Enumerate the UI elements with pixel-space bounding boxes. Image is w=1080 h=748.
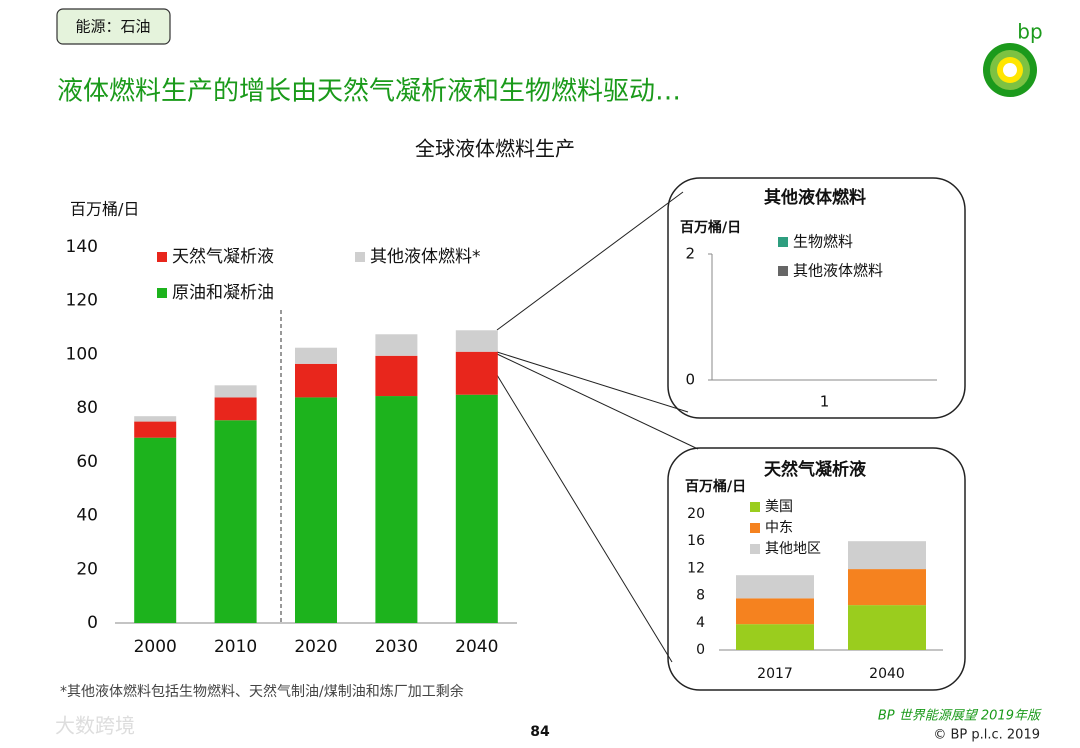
- footer: BP 世界能源展望 2019年版: [878, 709, 1042, 724]
- y-tick-label: 12: [687, 560, 705, 576]
- y-axis-label: 百万桶/日: [680, 219, 741, 236]
- watermark: 大数跨境: [55, 714, 135, 738]
- logo-text: bp: [1017, 20, 1042, 44]
- bar-segment: [736, 575, 814, 599]
- page-number: 84: [530, 724, 550, 740]
- legend-label: 其他地区: [765, 541, 821, 557]
- legend-swatch: [157, 252, 167, 262]
- legend-label: 中东: [765, 520, 793, 536]
- y-tick-label: 0: [87, 613, 98, 633]
- bar-segment: [455, 351, 498, 395]
- bar-segment: [848, 569, 926, 606]
- bar-segment: [295, 347, 337, 364]
- y-tick-label: 40: [76, 506, 98, 526]
- y-tick-label: 20: [76, 559, 98, 579]
- bar-segment: [214, 397, 257, 421]
- chart-title: 全球液体燃料生产: [415, 137, 575, 161]
- bar-segment: [455, 394, 498, 623]
- x-tick-label: 2017: [757, 666, 793, 682]
- bar-segment: [375, 355, 418, 397]
- tag-box: [56, 8, 171, 45]
- bar-segment: [134, 416, 177, 422]
- headline: 液体燃料生产的增长由天然气凝析液和生物燃料驱动…: [57, 77, 681, 107]
- bar-segment: [134, 437, 177, 623]
- bar-segment: [295, 397, 337, 623]
- y-tick-label: 140: [66, 237, 98, 257]
- y-axis-label: 百万桶/日: [70, 200, 139, 219]
- legend-label: 天然气凝析液: [172, 247, 274, 267]
- bar-segment: [848, 605, 926, 650]
- y-tick-label: 20: [687, 506, 705, 522]
- legend-label: 美国: [765, 499, 793, 515]
- x-tick-label: 2040: [869, 666, 905, 682]
- y-tick-label: 2: [685, 245, 695, 263]
- inset-box: [667, 177, 966, 419]
- legend-label: 生物燃料: [793, 233, 853, 251]
- y-tick-label: 120: [66, 291, 98, 311]
- copyright: © BP p.l.c. 2019: [933, 728, 1040, 743]
- logo-mark: [983, 43, 1037, 97]
- legend-swatch: [778, 266, 788, 276]
- legend-swatch: [778, 237, 788, 247]
- tag: 能源：石油: [75, 18, 150, 36]
- legend-swatch: [157, 288, 167, 298]
- y-tick-label: 8: [696, 588, 705, 604]
- legend-swatch: [750, 523, 760, 533]
- y-tick-label: 16: [687, 533, 705, 549]
- legend-label: 其他液体燃料*: [370, 247, 481, 267]
- chart-title: 天然气凝析液: [764, 459, 866, 480]
- bar-segment: [214, 385, 257, 398]
- bar-segment: [848, 541, 926, 570]
- y-tick-label: 0: [696, 642, 705, 658]
- x-tick-label: 2000: [134, 637, 177, 657]
- legend-label: 其他液体燃料: [793, 262, 883, 280]
- legend-swatch: [355, 252, 365, 262]
- bar-segment: [134, 421, 177, 438]
- x-tick-label: 2040: [455, 637, 498, 657]
- legend-swatch: [750, 544, 760, 554]
- bar-segment: [375, 396, 418, 623]
- bar-segment: [214, 420, 257, 623]
- y-tick-label: 60: [76, 452, 98, 472]
- y-tick-label: 4: [696, 615, 705, 631]
- inset-box: [667, 447, 966, 691]
- bar-segment: [455, 330, 498, 352]
- x-tick-label: 2030: [375, 637, 418, 657]
- chart-title: 其他液体燃料: [764, 187, 866, 208]
- legend-swatch: [750, 502, 760, 512]
- y-tick-label: 100: [66, 344, 98, 364]
- bar-segment: [375, 334, 418, 356]
- x-tick-label: 2010: [214, 637, 257, 657]
- y-tick-label: 80: [76, 398, 98, 418]
- bar-segment: [295, 363, 337, 398]
- legend-label: 原油和凝析油: [172, 283, 274, 303]
- x-tick-label: 1: [820, 393, 830, 411]
- y-axis-label: 百万桶/日: [685, 478, 746, 495]
- y-tick-label: 0: [685, 371, 695, 389]
- bar-segment: [736, 624, 814, 650]
- x-tick-label: 2020: [294, 637, 337, 657]
- bar-segment: [736, 598, 814, 625]
- footnote: *其他液体燃料包括生物燃料、天然气制油/煤制油和炼厂加工剩余: [60, 683, 464, 700]
- callout-lines: [496, 191, 699, 663]
